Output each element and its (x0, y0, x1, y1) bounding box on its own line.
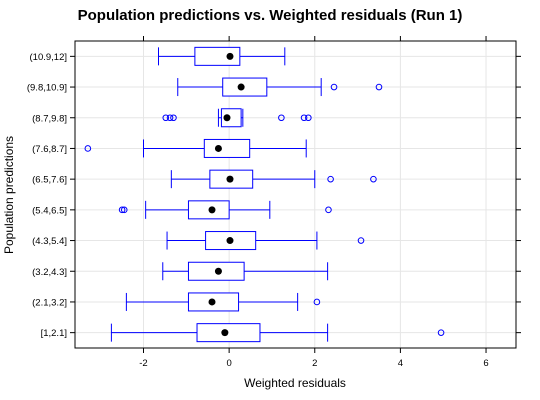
median-dot (226, 52, 234, 60)
outlier-point (84, 145, 92, 152)
box-plot-1 (110, 323, 445, 343)
box (194, 46, 241, 66)
median-dot (214, 144, 222, 152)
outlier-point (162, 114, 170, 122)
box (196, 323, 261, 343)
median-dot (226, 175, 234, 183)
outlier-point (305, 114, 312, 122)
outlier-point (375, 83, 383, 91)
outlier-point (120, 206, 128, 214)
box-plot-8 (162, 108, 312, 128)
outlier-point (313, 298, 321, 306)
box (222, 77, 268, 97)
median-dot (221, 329, 229, 337)
median-dot (237, 83, 245, 91)
y-tick-label: (9.8,10.9] (27, 83, 67, 94)
outlier-point (370, 175, 377, 183)
chart-title: Population predictions vs. Weighted resi… (78, 7, 463, 24)
plot-frame (74, 40, 517, 349)
outlier-point (330, 83, 338, 91)
y-axis-label: Population predictions (2, 136, 16, 254)
x-tick-label: 2 (312, 358, 317, 369)
median-dot (223, 114, 231, 122)
box-plot-10 (157, 46, 286, 66)
box-plot-7 (84, 138, 307, 158)
box-plot-3 (162, 261, 329, 281)
y-tick-label: [1,2.1] (41, 328, 67, 339)
outlier-point (437, 329, 445, 336)
x-axis-label: Weighted residuals (244, 376, 346, 390)
median-dot (226, 237, 234, 245)
axes: -2 0 2 4 6 [1,2.1] (2.1,3.2] (3.2,4.3] (4.3,5.4]… (27, 36, 521, 369)
box-plot-4 (166, 231, 365, 251)
outlier-point (357, 237, 365, 244)
x-tick-label: -2 (139, 358, 147, 369)
y-tick-label: (10.9,12] (30, 52, 68, 63)
box-plot-2 (125, 292, 321, 312)
y-tick-label: (8.7,9.8] (32, 113, 67, 124)
box-plot-9 (177, 77, 383, 97)
outlier-point (166, 114, 174, 122)
outlier-point (278, 114, 285, 122)
y-tick-label: (7.6,8.7] (32, 144, 67, 155)
y-tick-label: (2.1,3.2] (32, 297, 67, 308)
y-tick-label: (5.4,6.5] (32, 205, 67, 216)
x-tick-label: 4 (398, 358, 403, 369)
y-tick-label: (3.2,4.3] (32, 267, 67, 278)
outlier-point (300, 114, 308, 122)
y-tick-label: (4.3,5.4] (32, 236, 67, 247)
outlier-point (118, 206, 126, 214)
box (220, 108, 242, 128)
median-dot (208, 206, 216, 214)
box (203, 138, 251, 158)
outlier-point (327, 175, 334, 183)
x-tick-label: 0 (226, 358, 231, 369)
x-tick-label: 6 (483, 358, 488, 369)
outlier-point (170, 114, 177, 122)
box-plot-6 (170, 169, 377, 189)
median-dot (214, 267, 222, 275)
y-tick-label: (6.5,7.6] (32, 175, 67, 186)
median-dot (208, 298, 216, 306)
box-plots (84, 46, 445, 343)
box-plot-5 (118, 200, 332, 220)
outlier-point (325, 206, 332, 214)
